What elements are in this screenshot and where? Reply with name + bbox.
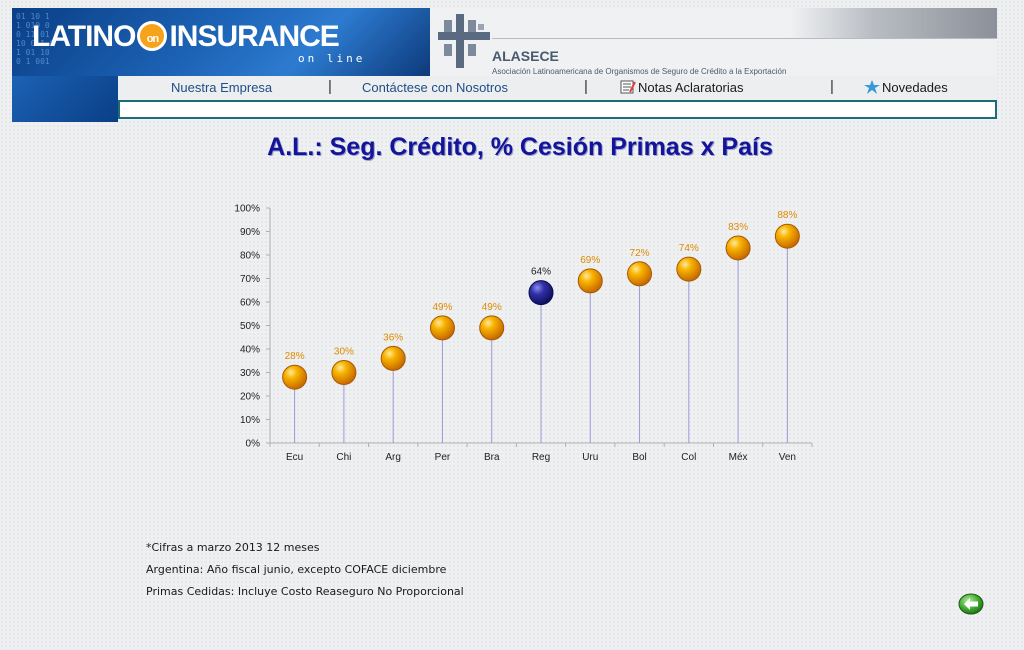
data-label: 49% [482, 302, 502, 313]
data-label: 72% [630, 248, 650, 259]
nav-item-label: Notas Aclaratorias [638, 80, 744, 95]
data-label: 69% [580, 255, 600, 266]
logo-subtitle: on line [298, 52, 366, 65]
y-tick-label: 20% [240, 392, 260, 403]
y-tick-label: 0% [246, 439, 261, 450]
nav-item-nuestra-empresa[interactable]: Nuestra Empresa [171, 80, 273, 95]
header-photo-band [790, 8, 997, 38]
notes-icon [620, 80, 636, 94]
footnote-1: *Cifras a marzo 2013 12 meses [146, 541, 320, 554]
y-tick-label: 50% [240, 321, 260, 332]
x-tick-label: Chi [336, 452, 351, 463]
partner-strip [492, 38, 997, 67]
data-label: 64% [531, 267, 551, 278]
x-tick-label: Ecu [286, 452, 303, 463]
y-tick-label: 80% [240, 251, 260, 262]
logo[interactable]: LATINO on INSURANCE [32, 20, 340, 54]
y-tick-label: 90% [240, 227, 260, 238]
x-tick-label: Bra [484, 452, 500, 463]
data-point [429, 315, 455, 341]
back-arrow-icon[interactable] [958, 593, 984, 615]
data-label: 28% [285, 351, 305, 362]
y-tick-label: 10% [240, 415, 260, 426]
binary-pattern: 01 10 1 1 010 0 0 11 01 10 0 1 0 1 01 10… [16, 12, 55, 66]
nav-separator: | [328, 78, 332, 95]
logo-panel-lower [12, 76, 118, 122]
data-point [528, 280, 554, 306]
alasece-logo-icon [438, 14, 490, 68]
x-tick-label: Ven [779, 452, 796, 463]
partner-name: ALASECE [492, 48, 559, 64]
logo-panel: 01 10 1 1 010 0 0 11 01 10 0 1 0 1 01 10… [12, 8, 430, 76]
footnote-2: Argentina: Año fiscal junio, excepto COF… [146, 563, 447, 576]
logo-on-badge: on [137, 21, 168, 51]
data-point [725, 235, 751, 261]
footnote-3: Primas Cedidas: Incluye Costo Reaseguro … [146, 585, 464, 598]
y-tick-label: 100% [234, 204, 260, 215]
nav-item-notas-aclaratorias[interactable]: Notas Aclaratorias [620, 80, 744, 95]
star-icon [864, 80, 880, 94]
nav-underline-bar [118, 100, 997, 119]
logo-text-left: LATINO [32, 20, 136, 53]
nav-item-contactese[interactable]: Contáctese con Nosotros [362, 80, 508, 95]
x-tick-label: Bol [632, 452, 646, 463]
x-tick-label: Uru [582, 452, 598, 463]
data-point [627, 261, 653, 287]
data-label: 88% [777, 210, 797, 221]
page-title: A.L.: Seg. Crédito, % Cesión Primas x Pa… [267, 133, 773, 161]
header-banner: 01 10 1 1 010 0 0 11 01 10 0 1 0 1 01 10… [12, 8, 997, 122]
data-point [479, 315, 505, 341]
data-point [331, 360, 357, 385]
nav-separator: | [830, 78, 834, 95]
chart-labels: 28% Ecu 30% Chi 36% Arg 49% Per 49% Bra 64% Reg 69% U… [285, 210, 798, 463]
x-tick-label: Col [681, 452, 696, 463]
data-label: 36% [383, 332, 403, 343]
nav-separator: | [584, 78, 588, 95]
y-tick-label: 40% [240, 345, 260, 356]
data-point [774, 223, 800, 249]
y-tick-label: 60% [240, 298, 260, 309]
nav-item-label: Novedades [882, 80, 948, 95]
data-label: 49% [432, 302, 452, 313]
data-point [380, 345, 406, 371]
chart-points [282, 223, 800, 390]
x-tick-label: Reg [532, 452, 550, 463]
logo-text-right: INSURANCE [169, 20, 339, 53]
data-label: 30% [334, 347, 354, 358]
chart: 0% 10% 20% 30% 40% 50% 60% 70% 80% 90% 100% 28% Ecu… [234, 204, 813, 463]
partner-panel: ALASECE Asociación Latinoamericana de Or… [430, 8, 997, 76]
chart-axes: 0% 10% 20% 30% 40% 50% 60% 70% 80% 90% 100% [234, 204, 813, 450]
data-point [676, 256, 702, 282]
data-point [577, 268, 603, 294]
data-label: 74% [679, 243, 699, 254]
chart-stems [294, 236, 788, 443]
x-tick-label: Arg [385, 452, 401, 463]
x-tick-label: Per [435, 452, 451, 463]
x-tick-label: Méx [729, 452, 748, 463]
data-point [282, 364, 308, 390]
nav-item-novedades[interactable]: Novedades [864, 80, 948, 95]
y-tick-label: 70% [240, 274, 260, 285]
nav-bar: Nuestra Empresa | Contáctese con Nosotro… [118, 76, 997, 101]
y-tick-label: 30% [240, 368, 260, 379]
data-label: 83% [728, 222, 748, 233]
partner-description: Asociación Latinoamericana de Organismos… [492, 67, 787, 76]
